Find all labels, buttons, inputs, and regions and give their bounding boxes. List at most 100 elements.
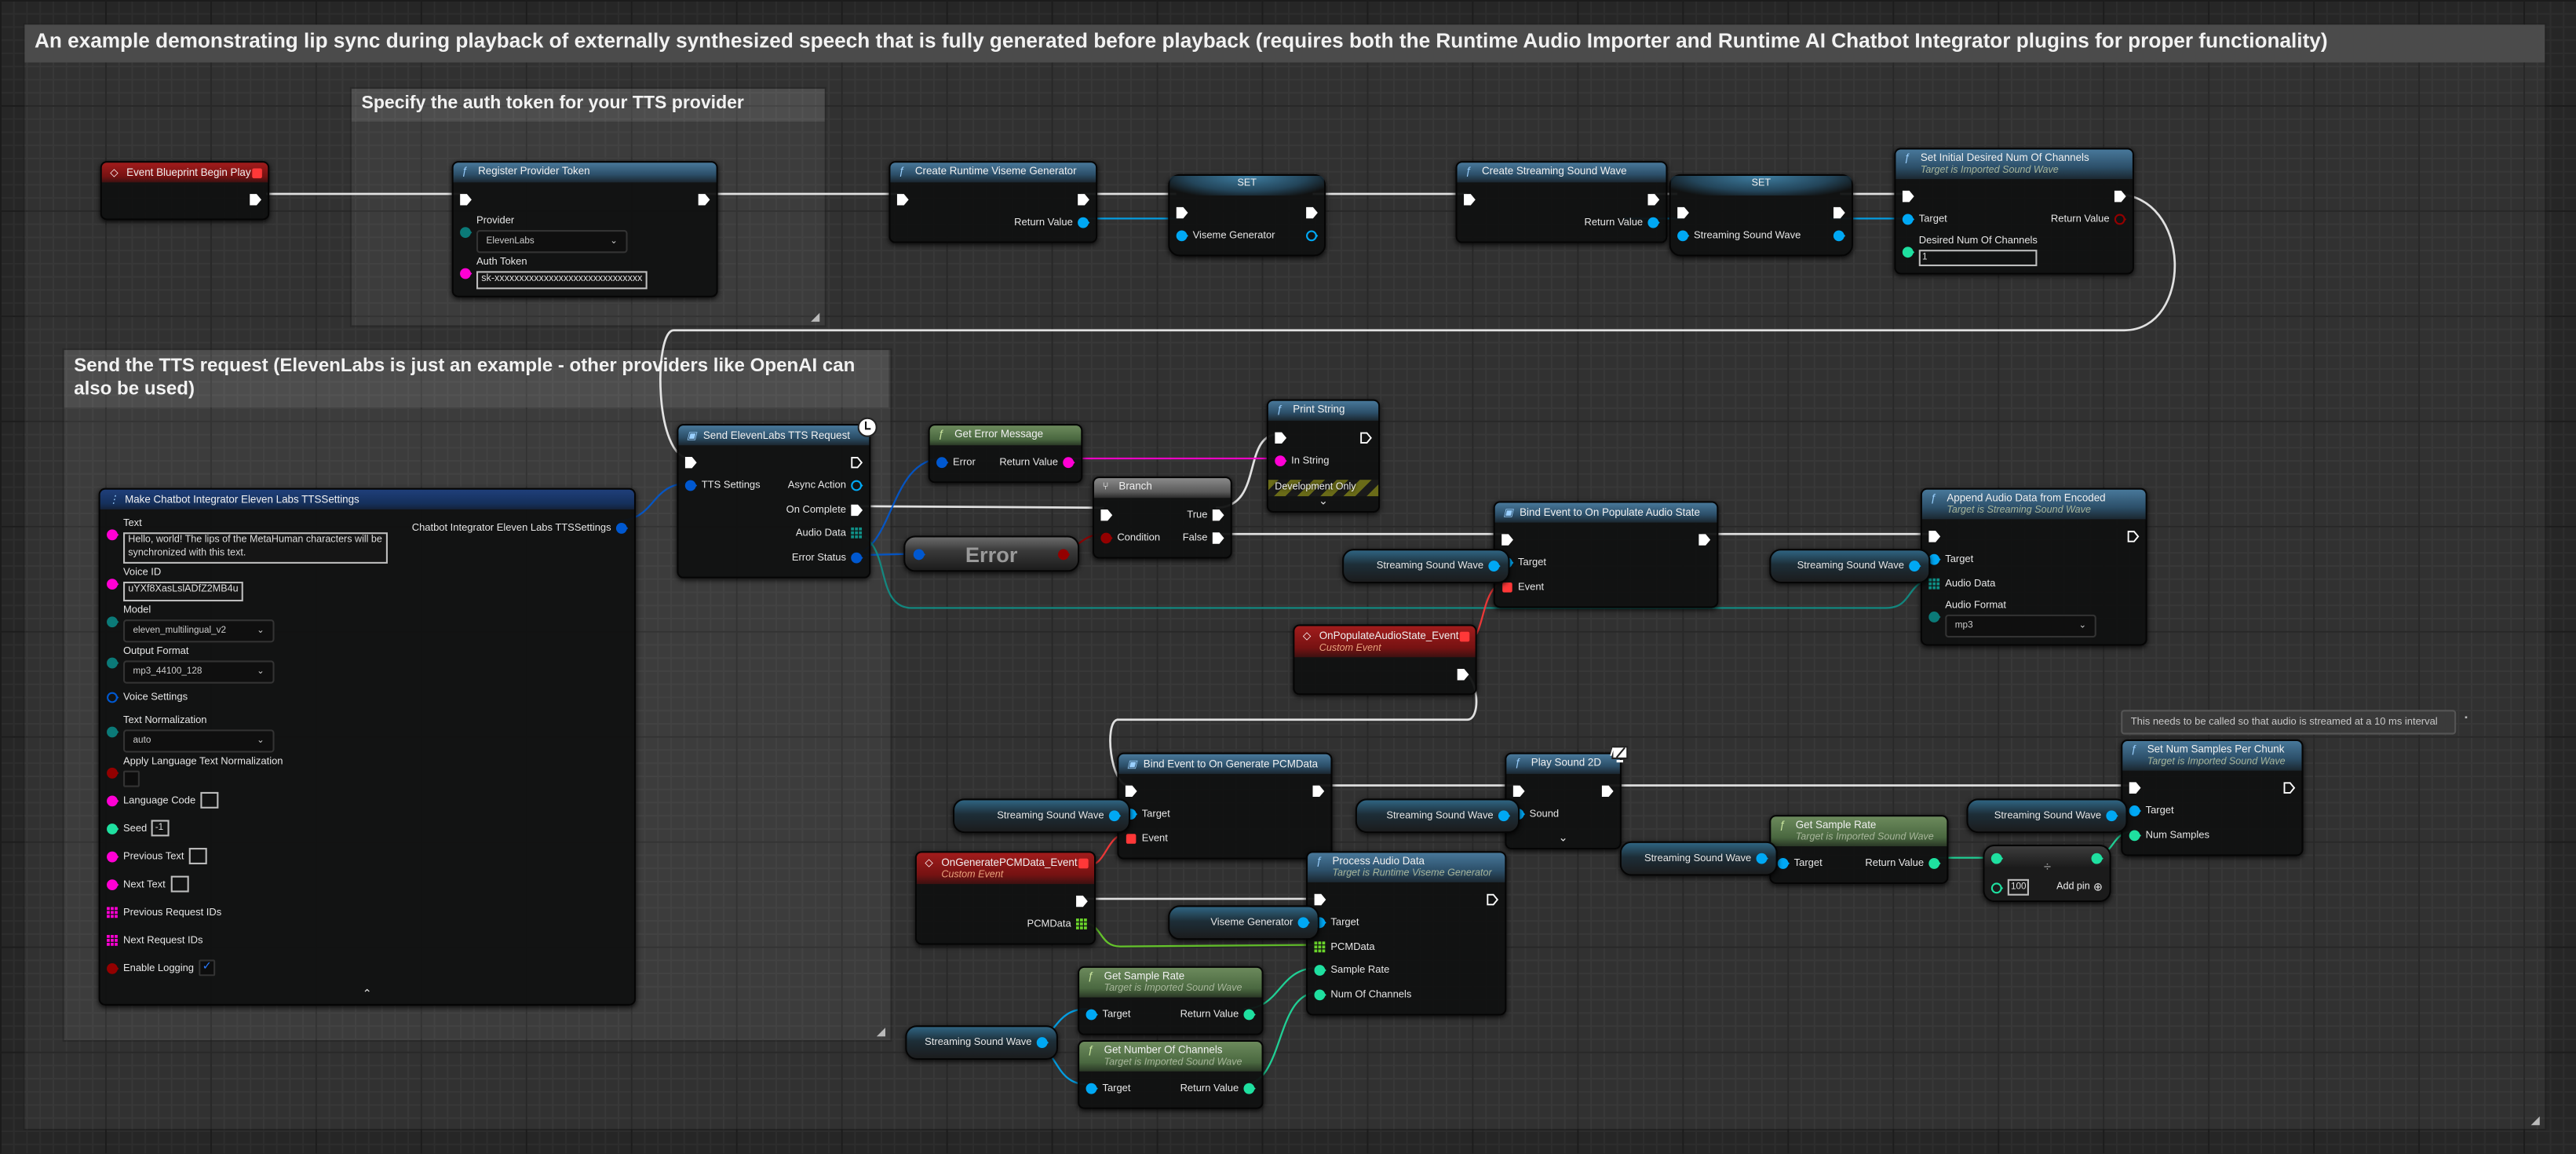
resize-grip-icon[interactable]: ◢ [2530,1116,2540,1127]
pin-exec[interactable] [1464,188,1476,211]
node-on-populate[interactable]: ◇ OnPopulateAudioState_Event Custom Event [1293,624,1477,695]
pin-streaming-sound-wave[interactable]: Streaming Sound Wave [1677,225,1801,248]
pin-object-icon[interactable] [1078,217,1090,229]
pin-true[interactable]: True [1187,502,1224,526]
node-viseme-var[interactable]: Viseme Generator [1168,905,1319,940]
pin-delegate-icon[interactable] [1501,581,1513,593]
pin-exec[interactable] [1487,887,1499,911]
pin-object-icon[interactable] [1297,917,1310,929]
node-header[interactable]: ƒ Get Number Of Channels Target is Importe… [1079,1042,1262,1072]
pin-exec[interactable] [1457,663,1469,686]
pin-exec-icon[interactable] [1212,509,1224,520]
pin-false[interactable]: False [1183,527,1224,550]
pin-exec[interactable] [1076,889,1088,912]
pin-enum-icon[interactable] [460,226,473,238]
pin-exec-icon[interactable] [250,193,261,206]
comment-title[interactable]: Send the TTS request (ElevenLabs is just… [64,349,889,407]
pin-sample-rate[interactable]: Sample Rate [1314,959,1411,982]
node-get-nc[interactable]: ƒ Get Number Of Channels Target is Importe… [1078,1039,1264,1108]
pin-exec[interactable] [1647,188,1660,211]
pin-int-icon[interactable] [1314,988,1326,1001]
pin-bool-icon[interactable] [1100,533,1113,545]
pin-exec-icon[interactable] [460,193,472,206]
pin-int-icon[interactable] [1990,882,2004,893]
voice-id-input[interactable]: uYXf8XasLslADfZ2MB4u [122,581,243,601]
comment-title[interactable]: An example demonstrating lip sync during… [24,24,2545,62]
divisor-input[interactable]: 100 [2007,878,2030,896]
node-header[interactable]: ƒ Set Num Samples Per Chunk Target is Impo… [2122,740,2302,771]
node-header[interactable]: ƒ Get Sample Rate Target is Imported Sound… [1771,816,1947,846]
pin-int-icon[interactable] [1314,965,1326,977]
pin-provider[interactable]: Provider ElevenLabs ⌄ [460,211,648,253]
pin-struct-icon[interactable] [684,480,698,492]
pin-exec[interactable] [698,188,710,211]
pin-sound[interactable]: Sound [1512,802,1559,826]
pin-object-icon[interactable] [1085,1083,1098,1094]
pin-exec-icon[interactable] [1312,785,1325,797]
node-begin-play[interactable]: ◇ Event Blueprint Begin Play [100,161,270,220]
node-comment-bubble[interactable]: This needs to be called so that audio is… [2121,710,2468,735]
pin-object-icon[interactable] [1488,561,1501,572]
pin-target[interactable]: Target [1125,802,1170,826]
node-header[interactable]: ƒ Register Provider Token [453,163,717,183]
node-header[interactable]: SET [1670,175,1852,196]
node-create-ssw[interactable]: ƒ Create Streaming Sound Wave Return Value [1455,161,1668,243]
pin-exec-icon[interactable] [2127,530,2140,542]
node-header[interactable]: ƒ Play Sound 2D [1506,754,1620,774]
pin-pcmdata[interactable]: PCMData [1027,913,1088,937]
node-header[interactable]: ◇ Event Blueprint Begin Play [101,163,268,183]
pin-error[interactable]: Error [936,451,976,474]
pin-string-array-icon[interactable] [107,906,119,918]
pin-target[interactable]: Target [1314,911,1411,935]
pin-exec[interactable] [1312,779,1325,802]
node-play2d[interactable]: ƒ Play Sound 2D Sound ⌄ [1505,746,1629,850]
pin-auth-token[interactable]: Auth Token sk-xxxxxxxxxxxxxxxxxxxxxxxxxxx… [460,252,648,290]
node-get-sr-right[interactable]: ƒ Get Sample Rate Target is Imported Sound… [1769,815,1949,884]
node-get-error[interactable]: ƒ Get Error Message Error Return Value [928,424,1083,483]
pin-target[interactable]: Target [1928,548,2096,572]
node-set-num-samples[interactable]: ƒ Set Num Samples Per Chunk Target is Impo… [2121,739,2304,856]
pin-int-icon[interactable] [2091,853,2103,864]
pin-object-icon[interactable] [2129,805,2141,817]
node-header[interactable]: ◇ OnPopulateAudioState_Event Custom Event [1294,626,1476,658]
resize-grip-icon[interactable]: ◢ [811,312,820,324]
resize-grip-icon[interactable]: ◢ [876,1027,886,1039]
pin-exec-icon[interactable] [1928,530,1941,542]
expand-chevron-icon[interactable]: ⌄ [1318,496,1329,508]
pin-apply-language-text-normalization[interactable]: Apply Language Text Normalization [107,752,387,787]
pin-exec[interactable] [1314,887,1411,911]
pin-enable-logging[interactable]: Enable Logging ✓ [107,954,387,982]
pin-object-icon[interactable] [1909,561,1921,572]
node-bind-populate[interactable]: ▣ Bind Event to On Populate Audio State Ta… [1493,501,1719,608]
pin-target[interactable]: Target [1085,1076,1130,1100]
pin-audio-data[interactable]: Audio Data [1928,572,2096,595]
pin-exec-icon[interactable] [1601,785,1614,797]
pin-comment-icon[interactable]: ▪ [2465,713,2468,723]
pin-delegate-icon[interactable] [251,167,263,179]
pin-int-icon[interactable] [1928,857,1941,869]
pin-exec-icon[interactable] [1512,785,1525,797]
pin-struct-icon[interactable] [851,552,863,564]
node-header[interactable]: ƒ Print String [1268,400,1379,421]
pin-object-icon[interactable] [1677,230,1690,243]
node-header[interactable]: ◇ OnGeneratePCMData_Event Custom Event [916,853,1095,885]
pin-int-icon[interactable] [2129,829,2141,841]
pin-object-icon[interactable] [1928,554,1941,566]
text-input[interactable]: Hello, world! The lips of the MetaHuman … [122,532,388,564]
pin-audio-data[interactable]: Audio Data [796,522,863,546]
previous-text-input[interactable] [188,848,207,864]
pin-struct-icon[interactable] [615,523,629,535]
pin-on-complete[interactable]: On Complete [786,498,863,521]
pin-delegate-icon[interactable] [1459,631,1471,643]
pin-object-icon[interactable] [1176,230,1188,243]
pin-exec-icon[interactable] [1464,193,1476,206]
pin-voice-settings[interactable]: Voice Settings [107,683,387,711]
pin-string-icon[interactable] [1275,455,1287,467]
node-header[interactable]: ƒ Append Audio Data from Encoded Target is… [1921,489,2146,520]
pin-exec-icon[interactable] [1275,432,1287,444]
pin-next-text[interactable]: Next Text [107,870,387,898]
pin-exec-icon[interactable] [896,193,909,206]
pin-enum-icon[interactable] [107,725,119,737]
pin-return-value[interactable]: Return Value [1180,1002,1256,1026]
pin-int-icon[interactable] [1902,247,1915,258]
